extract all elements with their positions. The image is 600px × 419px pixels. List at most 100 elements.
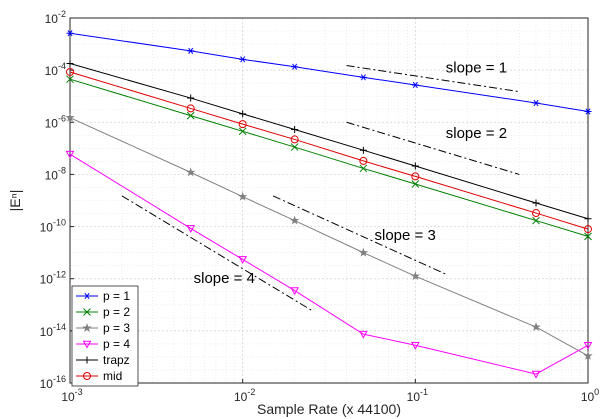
- data-point-circle: [411, 172, 420, 181]
- legend-item: p = 2: [76, 305, 130, 319]
- data-point-star: [65, 112, 75, 122]
- y-axis-label: |Eⁿ|: [7, 190, 23, 212]
- series-p-3: [65, 112, 593, 360]
- slope-guide-line: [346, 65, 520, 93]
- legend-label: p = 2: [103, 305, 130, 319]
- minor-grid: [70, 18, 588, 383]
- data-point-triangle-down: [290, 287, 299, 296]
- data-point-triangle-down: [583, 341, 593, 350]
- y-tick-label: 10-2: [45, 9, 66, 26]
- y-tick-label: 10-4: [45, 61, 66, 78]
- series-line: [69, 117, 589, 357]
- series-mid: [66, 67, 592, 234]
- data-point-circle: [186, 104, 195, 113]
- slope-guide-label: slope = 2: [446, 125, 507, 142]
- data-point-star: [82, 323, 92, 332]
- data-point-star: [185, 167, 196, 177]
- x-tick-label: 10-3: [61, 387, 82, 404]
- data-point-asterisk: [532, 99, 540, 107]
- y-tick-label: 10-10: [40, 218, 66, 235]
- data-point-x: [238, 127, 247, 136]
- data-point-x: [584, 232, 592, 241]
- data-point-plus: [359, 146, 367, 154]
- data-point-star: [583, 350, 593, 360]
- y-tick-label: 10-8: [45, 165, 66, 182]
- data-point-plus: [239, 110, 247, 118]
- data-point-asterisk: [411, 81, 419, 89]
- data-point-star: [410, 271, 421, 281]
- data-point-plus: [532, 199, 540, 207]
- data-point-circle: [584, 225, 592, 234]
- legend-item: p = 4: [76, 337, 130, 351]
- data-point-asterisk: [584, 108, 592, 115]
- data-point-plus: [66, 59, 74, 67]
- data-point-plus: [83, 356, 91, 364]
- series-p-1: [66, 30, 592, 115]
- data-point-triangle-down: [531, 370, 541, 379]
- data-point-asterisk: [83, 292, 91, 300]
- data-point-asterisk: [359, 74, 367, 81]
- data-point-x: [411, 180, 420, 188]
- data-point-star: [531, 322, 541, 332]
- legend-label: p = 4: [103, 337, 130, 351]
- data-point-x: [532, 216, 540, 225]
- legend-item: mid: [76, 369, 122, 383]
- slope-guides: slope = 1 slope = 2 slope = 3 slope = 4: [121, 60, 520, 311]
- data-point-plus: [411, 162, 419, 170]
- data-point-plus: [187, 94, 195, 102]
- data-point-asterisk: [187, 47, 195, 54]
- x-axis-label: Sample Rate (x 44100): [257, 401, 401, 417]
- y-tick-label: 10-12: [40, 270, 66, 287]
- legend-item: p = 1: [76, 289, 130, 303]
- data-point-circle: [83, 372, 91, 380]
- data-point-plus: [291, 125, 299, 133]
- data-point-plus: [584, 215, 592, 223]
- series-line: [69, 63, 589, 220]
- legend: p = 1 p = 2 p = 3 p = 4 trapz mid: [71, 285, 139, 387]
- data-point-circle: [290, 135, 299, 144]
- legend-item: p = 3: [76, 321, 130, 335]
- data-point-x: [83, 308, 91, 316]
- data-point-x: [359, 164, 368, 173]
- data-point-star: [289, 215, 300, 225]
- data-series: [65, 30, 593, 379]
- x-tick-label: 100: [581, 387, 599, 404]
- data-point-triangle-down: [65, 150, 75, 159]
- legend-box: [71, 285, 139, 387]
- data-point-asterisk: [66, 30, 74, 37]
- series-line: [69, 32, 589, 112]
- data-point-triangle-down: [410, 341, 420, 350]
- data-point-asterisk: [291, 63, 299, 70]
- y-tick-label: 10-16: [40, 374, 66, 391]
- data-point-x: [290, 143, 299, 151]
- x-tick-label: 10-1: [407, 387, 428, 404]
- data-point-triangle-down: [238, 256, 248, 264]
- x-tick-label: 10-2: [234, 387, 255, 404]
- data-point-triangle-down: [186, 225, 196, 233]
- legend-label: trapz: [103, 353, 130, 367]
- data-point-circle: [359, 156, 368, 165]
- series-p-2: [66, 75, 592, 241]
- legend-item: trapz: [76, 353, 130, 367]
- slope-guide-label: slope = 3: [374, 227, 435, 244]
- axis-ticks: 10-3 10-2 10-1 100 10-16 10-14 10-12 10-10 10-8 1…: [40, 9, 600, 404]
- data-point-circle: [532, 209, 541, 218]
- series-p-4: [65, 150, 593, 379]
- data-point-triangle-down: [82, 340, 92, 349]
- data-point-asterisk: [239, 56, 247, 63]
- slope-guide-line: [346, 121, 520, 175]
- plot-area-frame: [69, 17, 589, 384]
- slope-guide-label: slope = 4: [194, 270, 255, 287]
- legend-label: p = 1: [103, 289, 130, 303]
- data-point-x: [66, 75, 74, 84]
- series-trapz: [66, 59, 592, 223]
- data-point-star: [237, 191, 248, 201]
- series-line: [69, 71, 589, 230]
- legend-label: p = 3: [103, 321, 130, 335]
- slope-guide-line: [121, 195, 312, 311]
- data-point-circle: [238, 120, 247, 129]
- data-point-star: [358, 247, 369, 257]
- data-point-circle: [66, 67, 74, 76]
- data-point-triangle-down: [359, 330, 368, 339]
